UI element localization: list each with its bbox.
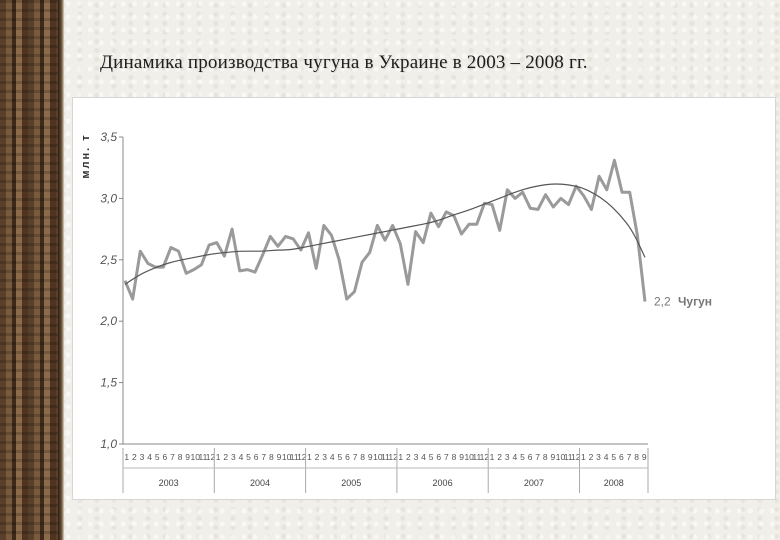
decorative-strip-edge — [58, 0, 64, 540]
y-tick-label: 2,0 — [99, 314, 117, 328]
x-month-label: 5 — [337, 452, 342, 462]
y-tick-label: 3,5 — [100, 130, 117, 144]
x-month-label: 5 — [520, 452, 525, 462]
x-month-label: 8 — [634, 452, 639, 462]
x-year-label: 2007 — [524, 478, 544, 488]
x-month-label: 12 — [388, 452, 398, 462]
x-month-label: 3 — [322, 452, 327, 462]
slide-title: Динамика производства чугуна в Украине в… — [100, 52, 588, 73]
x-month-label: 9 — [459, 452, 464, 462]
x-month-label: 1 — [398, 452, 403, 462]
x-month-label: 4 — [604, 452, 609, 462]
x-month-label: 5 — [611, 452, 616, 462]
x-month-label: 2 — [132, 452, 137, 462]
x-year-label: 2006 — [433, 478, 453, 488]
x-month-label: 11 — [564, 452, 573, 462]
y-axis-label: млн. т — [80, 133, 92, 178]
x-month-label: 2 — [223, 452, 228, 462]
x-month-label: 6 — [162, 452, 167, 462]
x-month-label: 3 — [596, 452, 601, 462]
chart-panel: 1,0 1,5 2,0 2,5 3,0 3,5 млн. т 1 2 3 4 5 6 7 8 9 10 11 12 2… — [72, 97, 776, 500]
x-month-label: 9 — [277, 452, 282, 462]
x-month-label: 6 — [528, 452, 533, 462]
x-year-label: 2008 — [604, 478, 624, 488]
x-month-label: 10 — [282, 452, 292, 462]
x-month-label: 8 — [360, 452, 365, 462]
x-month-label: 5 — [155, 452, 160, 462]
x-month-label: 5 — [246, 452, 251, 462]
x-month-label: 4 — [512, 452, 517, 462]
x-month-label: 9 — [368, 452, 373, 462]
x-month-label: 2 — [589, 452, 594, 462]
x-month-label: 6 — [436, 452, 441, 462]
x-month-label: 2 — [406, 452, 411, 462]
x-month-label: 10 — [556, 452, 566, 462]
x-year-label: 2003 — [159, 478, 179, 488]
x-month-label: 1 — [216, 452, 221, 462]
x-month-label: 8 — [452, 452, 457, 462]
end-value-label: 2,2 — [654, 295, 671, 309]
x-month-label: 1 — [581, 452, 586, 462]
y-tick-label: 1,0 — [100, 437, 117, 451]
y-tick-label: 1,5 — [100, 376, 117, 390]
x-month-label: 11 — [290, 452, 299, 462]
x-month-label: 9 — [642, 452, 647, 462]
series-line-chugun — [123, 158, 647, 302]
x-month-label: 11 — [198, 452, 207, 462]
x-month-label: 2 — [497, 452, 502, 462]
x-month-label: 7 — [627, 452, 632, 462]
x-month-label: 9 — [551, 452, 556, 462]
x-month-label: 10 — [373, 452, 383, 462]
x-month-label: 7 — [261, 452, 266, 462]
x-month-label: 3 — [505, 452, 510, 462]
x-month-label: 8 — [269, 452, 274, 462]
x-year-label: 2004 — [250, 478, 270, 488]
x-month-label: 1 — [307, 452, 312, 462]
x-month-label: 7 — [170, 452, 175, 462]
x-month-label: 8 — [178, 452, 183, 462]
x-month-label: 3 — [231, 452, 236, 462]
series-line-trend — [124, 183, 646, 285]
x-month-label: 4 — [239, 452, 244, 462]
x-month-label: 10 — [191, 452, 201, 462]
x-month-label: 3 — [414, 452, 419, 462]
x-month-label: 8 — [543, 452, 548, 462]
x-month-label: 5 — [429, 452, 434, 462]
x-month-label: 2 — [315, 452, 320, 462]
x-month-label: 6 — [619, 452, 624, 462]
x-month-label: 9 — [185, 452, 190, 462]
y-tick-label: 3,0 — [100, 191, 117, 205]
x-month-label: 1 — [124, 452, 129, 462]
x-month-label: 12 — [480, 452, 490, 462]
x-month-label: 4 — [421, 452, 426, 462]
x-month-label: 11 — [472, 452, 481, 462]
x-month-label: 7 — [353, 452, 358, 462]
x-month-label: 6 — [345, 452, 350, 462]
x-month-label: 3 — [140, 452, 145, 462]
x-month-label: 10 — [464, 452, 474, 462]
x-month-label: 12 — [206, 452, 216, 462]
x-month-label: 12 — [571, 452, 581, 462]
x-month-label: 7 — [535, 452, 540, 462]
x-month-label: 1 — [490, 452, 495, 462]
decorative-wood-strip — [0, 0, 58, 540]
x-year-label: 2005 — [341, 478, 361, 488]
x-month-label: 6 — [254, 452, 259, 462]
x-month-label: 7 — [444, 452, 449, 462]
x-month-label: 4 — [147, 452, 152, 462]
x-month-label: 11 — [381, 452, 390, 462]
series-label-chugun: Чугун — [678, 295, 712, 309]
x-month-label: 4 — [330, 452, 335, 462]
x-month-label: 12 — [297, 452, 307, 462]
y-tick-label: 2,5 — [99, 253, 117, 267]
